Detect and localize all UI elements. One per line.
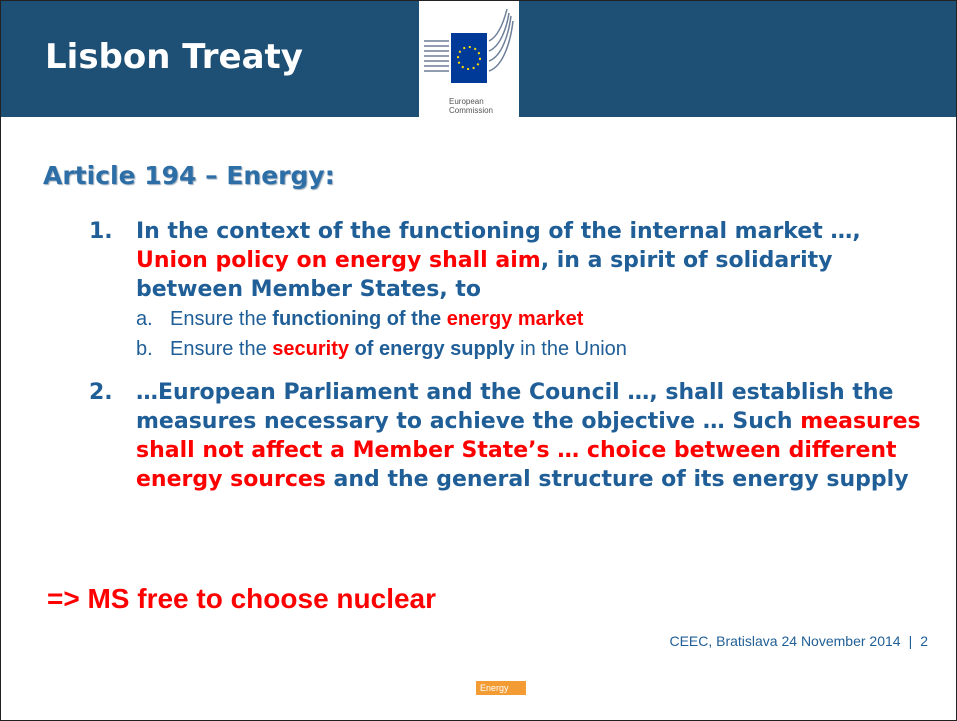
separator: |: [908, 633, 913, 649]
text-run: …European Parliament and the Council …, …: [136, 380, 894, 434]
text-run: In the context of the functioning of the…: [136, 219, 861, 244]
text-run: functioning of the: [272, 308, 447, 330]
sub-item: b. Ensure the security of energy supply i…: [136, 334, 939, 364]
footer: CEEC, Bratislava 24 November 2014 | 2: [661, 633, 928, 649]
sub-marker: a.: [136, 308, 153, 330]
text-run: , in a spirit of solidarity between Memb…: [136, 248, 833, 302]
text-run: energy market: [446, 308, 584, 330]
text-run: and the general structure of its energy …: [325, 467, 909, 492]
list-item: 2. …European Parliament and the Council ……: [89, 378, 939, 494]
text-run: measures shall not affect a Member State…: [136, 409, 921, 492]
text-run: Ensure the: [170, 338, 273, 360]
text-run: Ensure the: [170, 308, 273, 330]
text-run: of energy supply: [349, 338, 515, 360]
item-text: In the context of the functioning of the…: [136, 217, 939, 304]
text-run: in the Union: [514, 338, 627, 360]
sub-item: a. Ensure the functioning of the energy m…: [136, 304, 939, 334]
logo-text: European: [449, 97, 484, 106]
list-item: 1. In the context of the functioning of t…: [89, 217, 939, 364]
sub-text: Ensure the security of energy supply in …: [156, 334, 939, 364]
heading: Article 194 – Energy:: [43, 161, 335, 190]
title: Lisbon Treaty: [45, 37, 303, 77]
footer-text: CEEC, Bratislava 24 November 2014: [669, 633, 901, 649]
conclusion: => MS free to choose nuclear: [47, 583, 437, 614]
energy-tag: Energy: [476, 681, 526, 695]
sub-marker: b.: [136, 338, 153, 360]
logo-mark: [424, 8, 514, 83]
item-marker: 1.: [89, 219, 113, 244]
logo-text: Commission: [449, 106, 494, 115]
body: 1. In the context of the functioning of t…: [89, 217, 939, 508]
logo: European Commission: [419, 1, 519, 119]
page-number: 2: [920, 633, 928, 649]
text-run: Union policy on energy shall aim: [136, 248, 541, 273]
sub-text: Ensure the functioning of the energy mar…: [156, 304, 939, 334]
header-bar: Lisbon Treaty European Commission: [1, 1, 956, 119]
item-marker: 2.: [89, 380, 113, 405]
text-run: security: [272, 338, 350, 360]
item-text: …European Parliament and the Council …, …: [136, 378, 939, 494]
